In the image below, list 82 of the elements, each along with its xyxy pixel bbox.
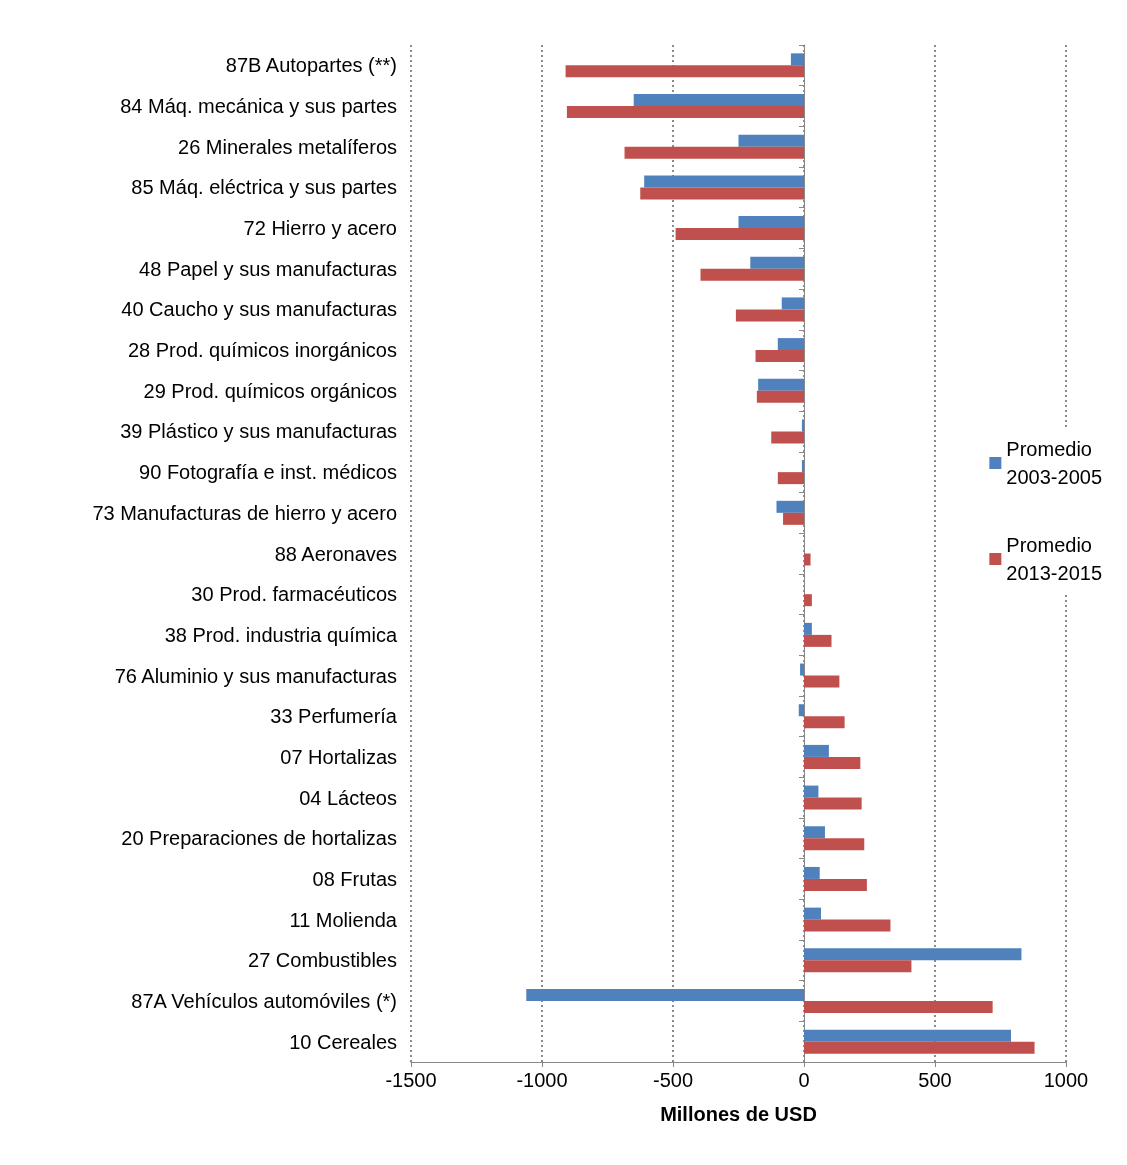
y-tick-label: 90 Fotografía e inst. médicos <box>139 461 397 484</box>
bar <box>566 106 804 119</box>
bar <box>804 744 829 757</box>
bar <box>526 988 804 1001</box>
y-tick-label: 29 Prod. químicos orgánicos <box>143 379 397 402</box>
bar <box>804 716 845 729</box>
y-tick-label: 38 Prod. industria química <box>164 623 398 646</box>
bar <box>804 866 820 879</box>
y-tick-label: 73 Manufacturas de hierro y acero <box>92 501 397 524</box>
bar <box>804 797 862 810</box>
bar <box>804 594 812 607</box>
bar <box>640 187 804 200</box>
y-tick-label: 30 Prod. farmacéuticos <box>191 583 397 606</box>
x-tick-label: 1000 <box>1043 1069 1089 1091</box>
y-tick-label: 72 Hierro y acero <box>243 217 397 240</box>
y-tick-label: 20 Preparaciones de hortalizas <box>121 827 397 850</box>
bar <box>804 756 861 769</box>
x-tick-label: 0 <box>798 1069 810 1091</box>
bar <box>565 65 804 78</box>
legend-label: Promedio 2013-2015 <box>1006 534 1103 584</box>
bar <box>633 94 804 107</box>
bar <box>783 512 804 525</box>
x-tick-label: 500 <box>918 1069 952 1091</box>
y-tick-label: 08 Frutas <box>312 867 397 890</box>
bar <box>804 1041 1035 1054</box>
bar <box>798 704 804 717</box>
bar <box>804 1000 993 1013</box>
bar <box>735 309 804 322</box>
bar <box>804 553 811 566</box>
y-tick-label: 26 Minerales metalíferos <box>178 135 397 158</box>
bar <box>776 500 804 513</box>
y-tick-label: 11 Molienda <box>289 908 398 931</box>
bar <box>738 216 804 229</box>
bar <box>624 146 804 159</box>
bar <box>804 1029 1011 1042</box>
bar <box>790 53 804 66</box>
y-tick-label: 48 Papel y sus manufacturas <box>139 257 397 280</box>
y-tick-label: 39 Plástico y sus manufacturas <box>120 420 397 443</box>
y-tick-label: 85 Máq. eléctrica y sus partes <box>131 176 397 199</box>
y-tick-label: 84 Máq. mecánica y sus partes <box>120 95 397 118</box>
bar <box>758 378 804 391</box>
bar <box>804 907 822 920</box>
bar <box>801 419 804 432</box>
bar <box>800 663 804 676</box>
bar <box>700 268 804 281</box>
bar <box>777 338 804 351</box>
y-tick-label: 28 Prod. químicos inorgánicos <box>127 339 397 362</box>
y-tick-label: 04 Lácteos <box>299 786 397 809</box>
y-tick-label: 40 Caucho y sus manufacturas <box>121 298 397 321</box>
y-tick-label: 87B Autopartes (**) <box>225 54 397 77</box>
y-tick-label: 07 Hortalizas <box>280 745 397 768</box>
y-tick-label: 10 Cereales <box>289 1030 397 1053</box>
bar <box>804 826 825 839</box>
legend-label: Promedio 2003-2005 <box>1006 438 1103 488</box>
x-axis-title: Millones de USD <box>660 1103 817 1125</box>
bar <box>738 134 804 147</box>
bar <box>675 228 804 241</box>
bar <box>804 878 867 891</box>
bar <box>804 948 1022 961</box>
bar <box>644 175 804 188</box>
y-tick-label: 88 Aeronaves <box>274 542 397 565</box>
x-tick-label: -1500 <box>385 1069 437 1091</box>
bar <box>750 256 804 269</box>
x-tick-label: -500 <box>652 1069 694 1091</box>
bar <box>777 472 804 485</box>
bar <box>804 838 865 851</box>
bar <box>756 390 804 403</box>
bar <box>804 622 812 635</box>
bar <box>755 350 804 363</box>
bar <box>781 297 804 310</box>
x-tick-label: -1000 <box>516 1069 568 1091</box>
bar <box>804 675 840 688</box>
bar <box>804 634 832 647</box>
bar <box>804 785 819 798</box>
y-tick-label: 76 Aluminio y sus manufacturas <box>114 664 397 687</box>
y-tick-label: 33 Perfumería <box>270 705 398 728</box>
y-tick-label: 87A Vehículos automóviles (*) <box>131 989 397 1012</box>
y-tick-label: 27 Combustibles <box>248 949 397 972</box>
bar <box>804 919 891 932</box>
bar <box>804 960 912 973</box>
bar <box>771 431 804 444</box>
bar <box>801 460 804 473</box>
